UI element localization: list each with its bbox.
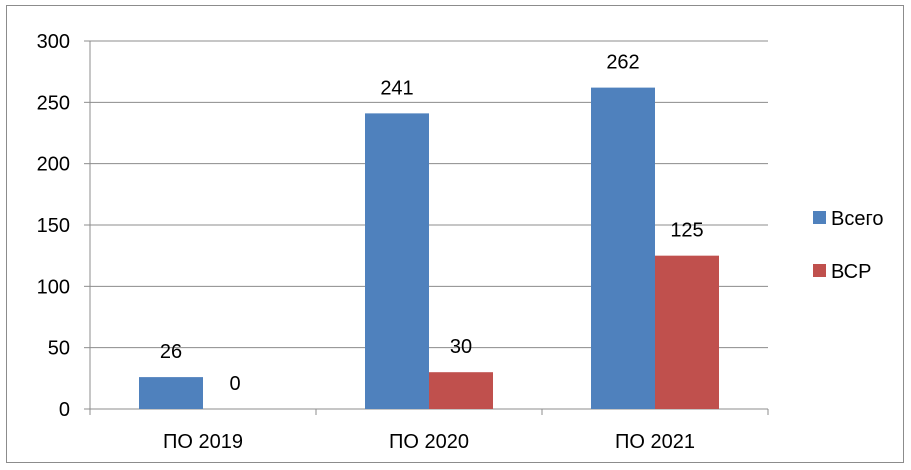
data-label: 30 [450, 336, 472, 358]
legend-label: Всего [831, 208, 883, 230]
bar-vsr [655, 255, 719, 409]
y-tick-label: 0 [59, 399, 70, 421]
y-tick-label: 100 [37, 276, 70, 298]
bar-total [365, 113, 429, 409]
legend-swatch [813, 211, 826, 224]
x-category-label: ПО 2021 [615, 431, 695, 453]
data-label: 26 [160, 341, 182, 363]
y-tick-label: 250 [37, 92, 70, 114]
legend-label: ВСР [831, 261, 871, 283]
y-tick-label: 50 [48, 338, 70, 360]
x-category-label: ПО 2019 [163, 431, 243, 453]
y-tick-label: 150 [37, 215, 70, 237]
y-tick-label: 300 [37, 31, 70, 53]
data-label: 241 [380, 77, 413, 99]
bar-vsr [429, 372, 493, 409]
bar-total [139, 377, 203, 409]
data-label: 0 [229, 373, 240, 395]
data-label: 125 [670, 220, 703, 242]
x-category-label: ПО 2020 [389, 431, 469, 453]
y-tick-label: 200 [37, 154, 70, 176]
bar-total [591, 87, 655, 409]
data-label: 262 [606, 52, 639, 74]
legend-swatch [813, 264, 826, 277]
